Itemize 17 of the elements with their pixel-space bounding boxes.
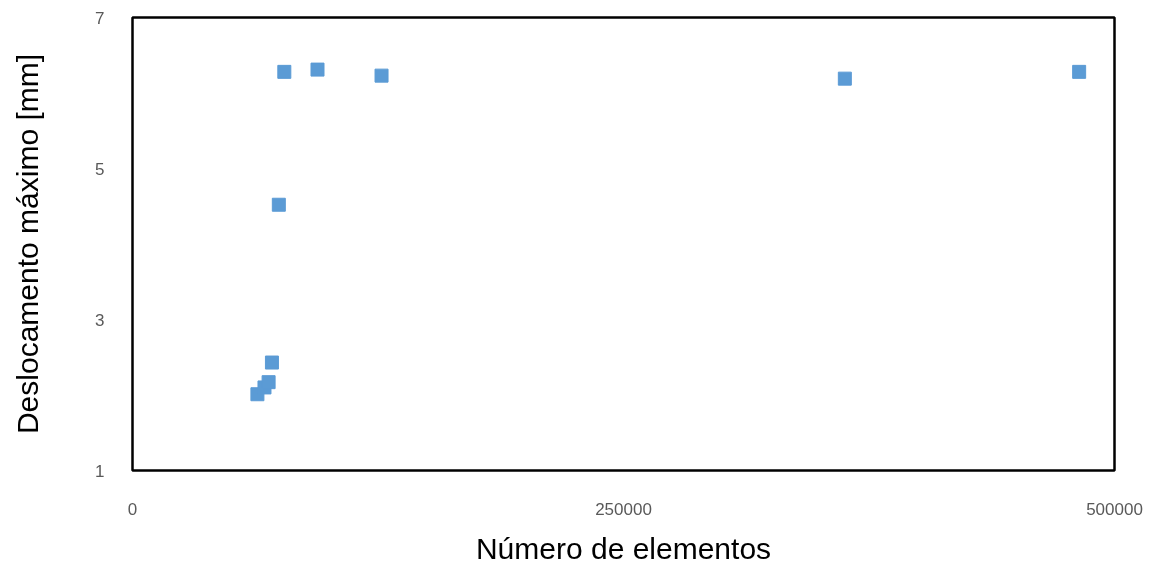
point <box>271 197 286 212</box>
point <box>374 68 389 83</box>
point <box>837 71 852 86</box>
y-tick-label: 5 <box>95 159 105 179</box>
y-tick-label: 3 <box>95 310 105 330</box>
y-tick-label: 7 <box>95 8 105 28</box>
x-tick-label: 0 <box>127 499 138 519</box>
x-tick-label: 250000 <box>595 499 652 519</box>
point <box>261 375 276 390</box>
point <box>310 62 325 77</box>
x-axis-title: Número de elementos <box>475 531 772 565</box>
y-tick-label: 1 <box>95 461 105 481</box>
point <box>264 355 279 370</box>
x-tick-label: 500000 <box>1086 499 1143 519</box>
point <box>1072 64 1087 79</box>
point <box>277 64 292 79</box>
y-axis-title: Deslocamento máximo [mm] <box>11 53 45 435</box>
